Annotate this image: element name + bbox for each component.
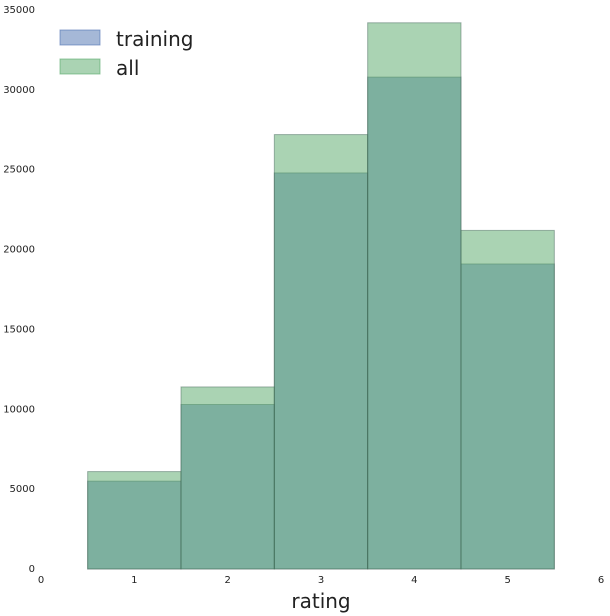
y-tick-label: 10000 xyxy=(3,404,35,415)
legend: training all xyxy=(59,27,193,80)
x-tick-label: 5 xyxy=(504,575,510,586)
bar-all-5 xyxy=(460,229,555,570)
bar-all-3 xyxy=(273,134,369,570)
x-axis-label: rating xyxy=(291,589,350,613)
x-tick-label: 1 xyxy=(131,575,137,586)
y-tick-label: 15000 xyxy=(3,324,35,335)
y-tick-label: 25000 xyxy=(3,165,35,176)
y-tick-label: 5000 xyxy=(10,484,35,495)
x-tick-label: 6 xyxy=(598,575,604,586)
y-tick-label: 35000 xyxy=(3,5,35,16)
x-tick-label: 3 xyxy=(318,575,324,586)
legend-label-all: all xyxy=(116,56,139,80)
legend-label-training: training xyxy=(116,27,193,51)
y-tick-label: 0 xyxy=(29,564,35,575)
ticks-group: 0 1 2 3 4 5 6 0 5000 10000 15000 20000 25000 30000 350… xyxy=(3,5,604,586)
y-tick-label: 20000 xyxy=(3,245,35,256)
bar-all-2 xyxy=(180,386,275,570)
x-tick-label: 2 xyxy=(224,575,230,586)
x-tick-label: 0 xyxy=(38,575,44,586)
bar-all-1 xyxy=(87,471,182,570)
x-tick-label: 4 xyxy=(411,575,417,586)
bar-all-4 xyxy=(367,22,462,570)
bars-group xyxy=(87,22,555,570)
legend-swatch-training xyxy=(59,29,101,46)
legend-swatch-all xyxy=(59,58,101,75)
y-tick-label: 30000 xyxy=(3,85,35,96)
